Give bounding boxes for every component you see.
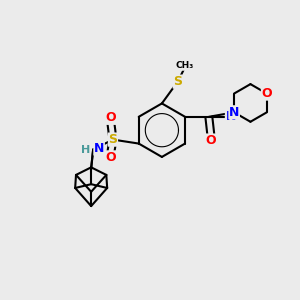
Text: S: S xyxy=(109,133,118,146)
Text: N: N xyxy=(229,106,239,119)
Text: O: O xyxy=(106,111,116,124)
Text: S: S xyxy=(173,75,182,88)
Text: H: H xyxy=(81,145,90,154)
Text: O: O xyxy=(261,87,272,100)
Text: O: O xyxy=(206,134,216,147)
Text: N: N xyxy=(94,142,104,155)
Text: N: N xyxy=(225,110,236,123)
Text: O: O xyxy=(106,151,116,164)
Text: CH₃: CH₃ xyxy=(176,61,194,70)
